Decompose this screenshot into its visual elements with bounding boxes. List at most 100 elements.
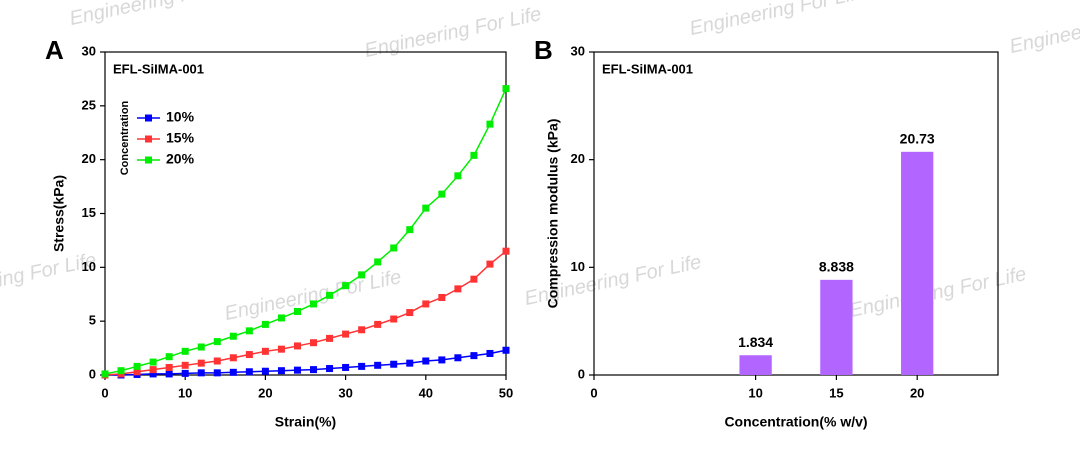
x-tick-label: 10 [748, 385, 762, 400]
data-point [261, 367, 269, 375]
data-point [181, 347, 189, 355]
data-point [245, 351, 253, 359]
chart-title: EFL-SiIMA-001 [113, 61, 204, 76]
data-point [374, 258, 382, 266]
data-point [438, 356, 446, 364]
data-point [181, 369, 189, 377]
data-point [277, 345, 285, 353]
data-point [438, 293, 446, 301]
data-point [293, 366, 301, 374]
y-tick-label: 20 [82, 151, 96, 166]
x-tick-label: 20 [258, 385, 272, 400]
y-axis-label: Compression modulus (kPa) [545, 119, 561, 309]
data-point [229, 354, 237, 362]
legend-label: 20% [166, 151, 195, 167]
data-point [486, 260, 494, 268]
value-label: 20.73 [900, 131, 935, 147]
y-tick-label: 0 [89, 366, 96, 381]
series-line [105, 349, 507, 376]
data-point [486, 349, 494, 357]
data-point [358, 326, 366, 334]
data-point [438, 190, 446, 198]
panel-letter: B [534, 35, 553, 65]
data-point [197, 343, 205, 351]
data-point [310, 339, 318, 347]
data-point [358, 362, 366, 370]
value-label: 1.834 [738, 334, 773, 350]
data-point [197, 359, 205, 367]
data-point [422, 300, 430, 308]
data-point [117, 367, 125, 375]
x-axis-label: Strain(%) [275, 414, 336, 430]
data-point [277, 367, 285, 375]
data-point [374, 361, 382, 369]
panel: B EFL-SiIMA-001 Concentration(% w/v) Compre… [534, 35, 999, 430]
legend-marker [145, 114, 152, 122]
data-point [502, 85, 510, 93]
x-tick-label: 0 [101, 385, 108, 400]
x-axis-label: Concentration(% w/v) [724, 414, 867, 430]
data-point [502, 247, 510, 255]
data-point [165, 353, 173, 361]
data-point [133, 368, 141, 376]
data-point [310, 366, 318, 374]
panel-letter: A [45, 35, 64, 65]
x-tick-label: 50 [499, 385, 513, 400]
y-tick-label: 25 [82, 97, 96, 112]
data-point [342, 282, 350, 290]
data-point [149, 366, 157, 374]
data-point [101, 370, 109, 378]
data-point [422, 204, 430, 212]
x-tick-label: 20 [910, 385, 924, 400]
data-point [454, 285, 462, 293]
data-point [261, 320, 269, 328]
data-point [326, 291, 334, 299]
chart-title: EFL-SiIMA-001 [602, 61, 693, 76]
data-point [406, 359, 414, 367]
data-point [229, 332, 237, 340]
x-tick-label: 30 [338, 385, 352, 400]
data-point [390, 360, 398, 368]
data-point [326, 334, 334, 342]
y-axis-label: Stress(kPa) [51, 175, 67, 252]
data-point [149, 370, 157, 378]
plot-frame [593, 51, 999, 376]
data-point [293, 342, 301, 350]
series-line [104, 250, 507, 376]
data-point [293, 307, 301, 315]
data-point [486, 120, 494, 128]
y-tick-label: 0 [578, 366, 585, 381]
value-label: 8.838 [819, 259, 854, 275]
y-tick-label: 15 [82, 205, 96, 220]
watermark: Engineering For Life [223, 266, 404, 325]
data-point [422, 357, 430, 365]
legend-title: Concentration [119, 100, 131, 175]
data-point [454, 354, 462, 362]
x-tick-label: 40 [419, 385, 433, 400]
data-point [213, 357, 221, 365]
data-point [470, 352, 478, 360]
data-point [342, 363, 350, 371]
data-point [390, 244, 398, 252]
y-tick-label: 20 [571, 151, 585, 166]
data-point [197, 369, 205, 377]
panel: A EFL-SiIMA-001 Strain(%) Stress(kPa) 0 10 20 3… [45, 35, 513, 430]
data-point [470, 151, 478, 159]
data-point [470, 275, 478, 283]
x-tick-label: 10 [178, 385, 192, 400]
watermark: Engineering For Life [848, 263, 1029, 322]
data-point [245, 327, 253, 335]
bar [739, 355, 772, 375]
watermark: Engineering For Life [1008, 0, 1080, 58]
y-tick-label: 30 [82, 43, 96, 58]
x-tick-label: 15 [829, 385, 843, 400]
data-point [261, 347, 269, 355]
data-point [454, 172, 462, 180]
y-tick-label: 30 [571, 43, 585, 58]
legend-label: 10% [166, 109, 195, 125]
data-point [213, 369, 221, 377]
data-point [213, 338, 221, 346]
y-tick-label: 5 [89, 313, 96, 328]
data-point [342, 330, 350, 338]
